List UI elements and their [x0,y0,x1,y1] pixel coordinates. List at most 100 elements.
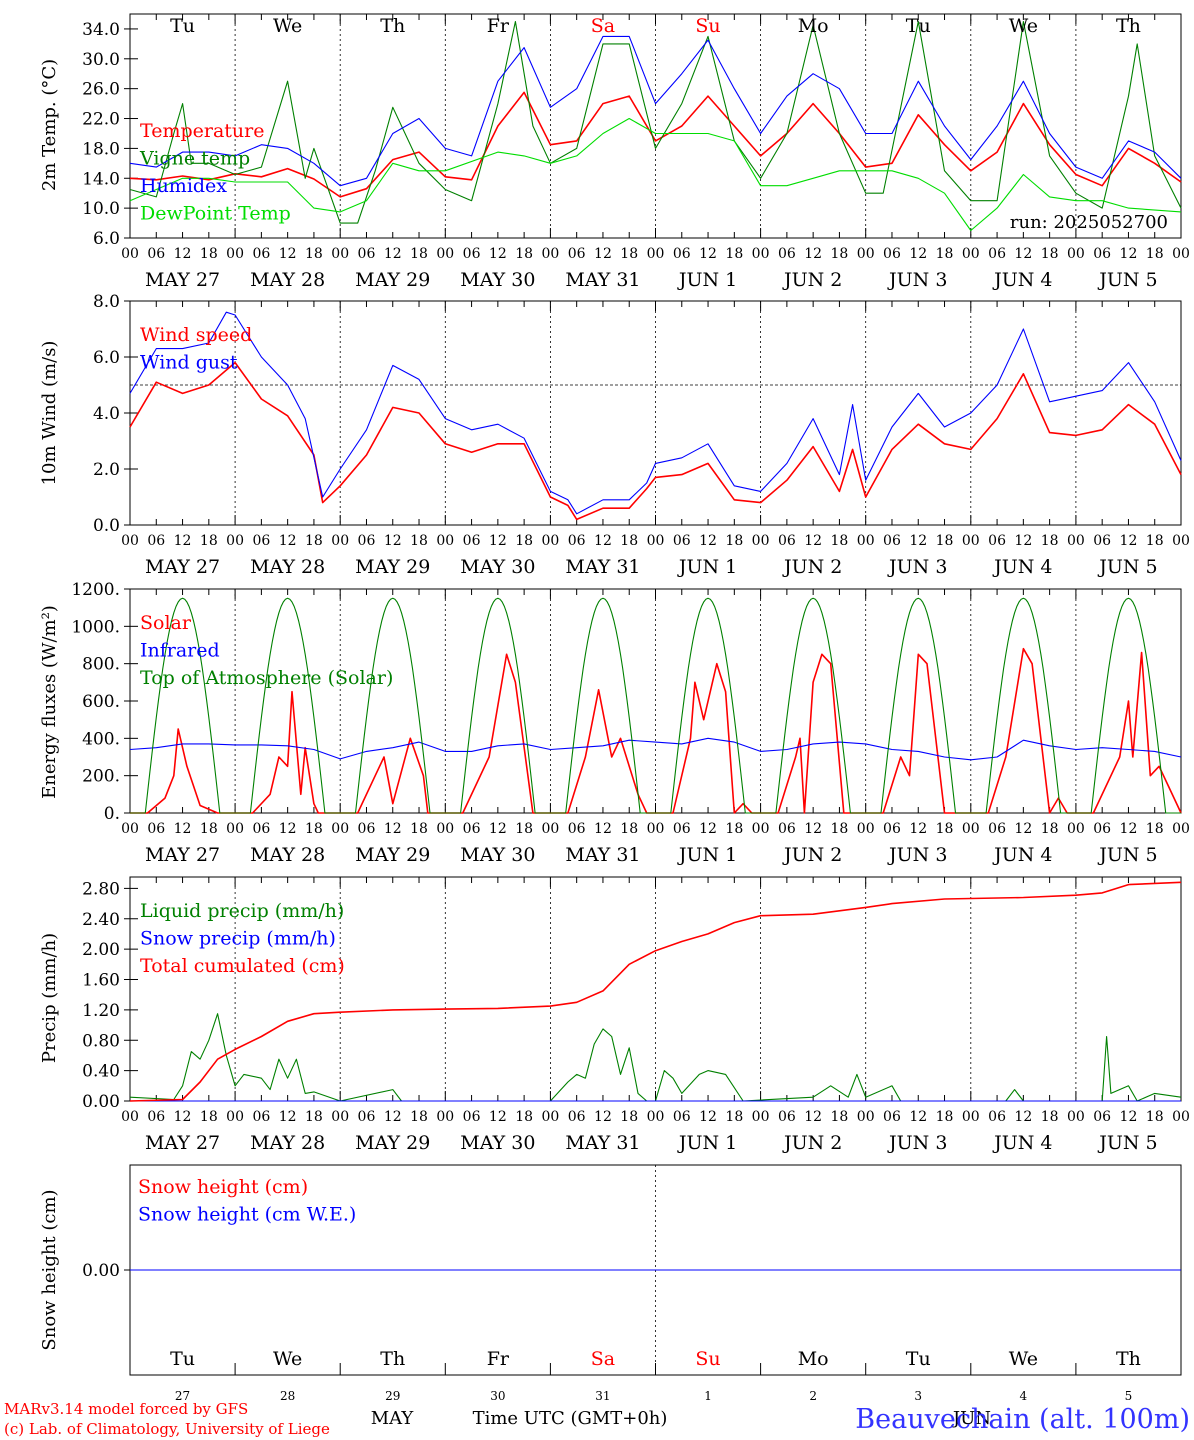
hour-label: 00 [1172,246,1190,262]
hour-label: 00 [962,1109,980,1125]
date-label: JUN 5 [1097,844,1157,866]
day-number-label: 31 [595,1389,610,1403]
y-tick-label: 600. [82,692,120,712]
legend-entry: Solar [140,612,192,634]
y-tick-label: 26.0 [82,80,120,100]
date-label: JUN 4 [992,269,1052,291]
hour-label: 18 [1041,246,1059,262]
weekday-label: Su [695,1348,720,1370]
hour-label: 00 [436,246,454,262]
hour-label: 06 [358,1109,376,1125]
hour-label: 18 [515,533,533,549]
hour-label: 12 [804,533,822,549]
hour-label: 06 [358,246,376,262]
hour-label: 12 [384,1109,402,1125]
date-label: JUN 3 [887,556,947,578]
hour-label: 00 [226,821,244,837]
hour-label: 06 [463,246,481,262]
hour-label: 06 [778,1109,796,1125]
y-tick-label: 1000. [71,617,120,637]
hour-label: 18 [1146,821,1164,837]
day-number-label: 27 [175,1389,190,1403]
hour-label: 12 [594,1109,612,1125]
hour-label: 12 [384,821,402,837]
hour-label: 06 [673,821,691,837]
date-label: MAY 31 [565,556,640,578]
hour-label: 18 [1041,1109,1059,1125]
date-label: JUN 2 [782,269,842,291]
y-tick-label: 0. [104,804,120,824]
date-label: JUN 5 [1097,556,1157,578]
hour-label: 12 [279,533,297,549]
weekday-label: Sa [591,1348,615,1370]
weekday-label: We [273,15,302,37]
credit-line-1: MARv3.14 model forced by GFS [4,1400,248,1418]
hour-label: 18 [410,246,428,262]
hour-label: 06 [1093,1109,1111,1125]
day-number-label: 29 [385,1389,400,1403]
weekday-label: Mo [798,15,829,37]
y-tick-label: 22.0 [82,110,120,130]
legend-entry: Temperature [140,120,264,142]
hour-label: 18 [831,533,849,549]
legend-entry: Snow precip (mm/h) [140,928,336,950]
hour-label: 12 [1120,246,1138,262]
y-tick-label: 0.80 [82,1031,120,1051]
hour-label: 06 [1093,533,1111,549]
series-line-infrared [129,737,1182,761]
y-tick-label: 0.00 [82,1261,120,1281]
weekday-label: Th [1116,1348,1141,1370]
hour-label: 06 [778,246,796,262]
date-label: MAY 28 [250,844,325,866]
date-label: MAY 27 [145,844,220,866]
y-tick-label: 10.0 [82,199,120,219]
y-tick-label: 14.0 [82,169,120,189]
hour-label: 00 [331,533,349,549]
date-label: MAY 27 [145,1132,220,1154]
hour-label: 18 [200,1109,218,1125]
date-label: JUN 4 [992,1132,1052,1154]
hour-label: 00 [752,533,770,549]
hour-label: 18 [305,821,323,837]
hour-label: 00 [541,1109,559,1125]
hour-label: 06 [252,246,270,262]
weekday-label: Su [695,15,720,37]
hour-label: 06 [463,533,481,549]
hour-label: 12 [909,1109,927,1125]
legend-entry: Total cumulated (cm) [140,955,345,977]
hour-label: 06 [673,533,691,549]
hour-label: 00 [541,533,559,549]
y-axis-label: 10m Wind (m/s) [39,341,60,486]
hour-label: 00 [331,1109,349,1125]
hour-label: 18 [515,1109,533,1125]
hour-label: 06 [147,821,165,837]
hour-label: 00 [647,246,665,262]
y-tick-label: 800. [82,655,120,675]
date-label: JUN 2 [782,844,842,866]
date-label: MAY 27 [145,269,220,291]
date-label: JUN 3 [887,1132,947,1154]
hour-label: 18 [620,821,638,837]
hour-label: 06 [252,821,270,837]
date-label: MAY 31 [565,269,640,291]
panel-5 [124,1164,1182,1376]
hour-label: 12 [594,821,612,837]
hour-label: 00 [647,821,665,837]
date-label: JUN 2 [782,556,842,578]
y-tick-label: 2.80 [82,879,120,899]
y-tick-label: 18.0 [82,139,120,159]
date-label: JUN 2 [782,1132,842,1154]
hour-label: 00 [857,1109,875,1125]
weekday-label: We [273,1348,302,1370]
hour-label: 18 [515,821,533,837]
series-line-total-cumulated-cm- [129,881,1182,1102]
y-tick-label: 2.0 [93,460,120,480]
y-tick-label: 1.60 [82,971,120,991]
hour-label: 06 [883,533,901,549]
hour-label: 06 [252,1109,270,1125]
hour-label: 00 [331,246,349,262]
hour-label: 12 [909,246,927,262]
hour-label: 06 [147,1109,165,1125]
hour-label: 06 [147,246,165,262]
